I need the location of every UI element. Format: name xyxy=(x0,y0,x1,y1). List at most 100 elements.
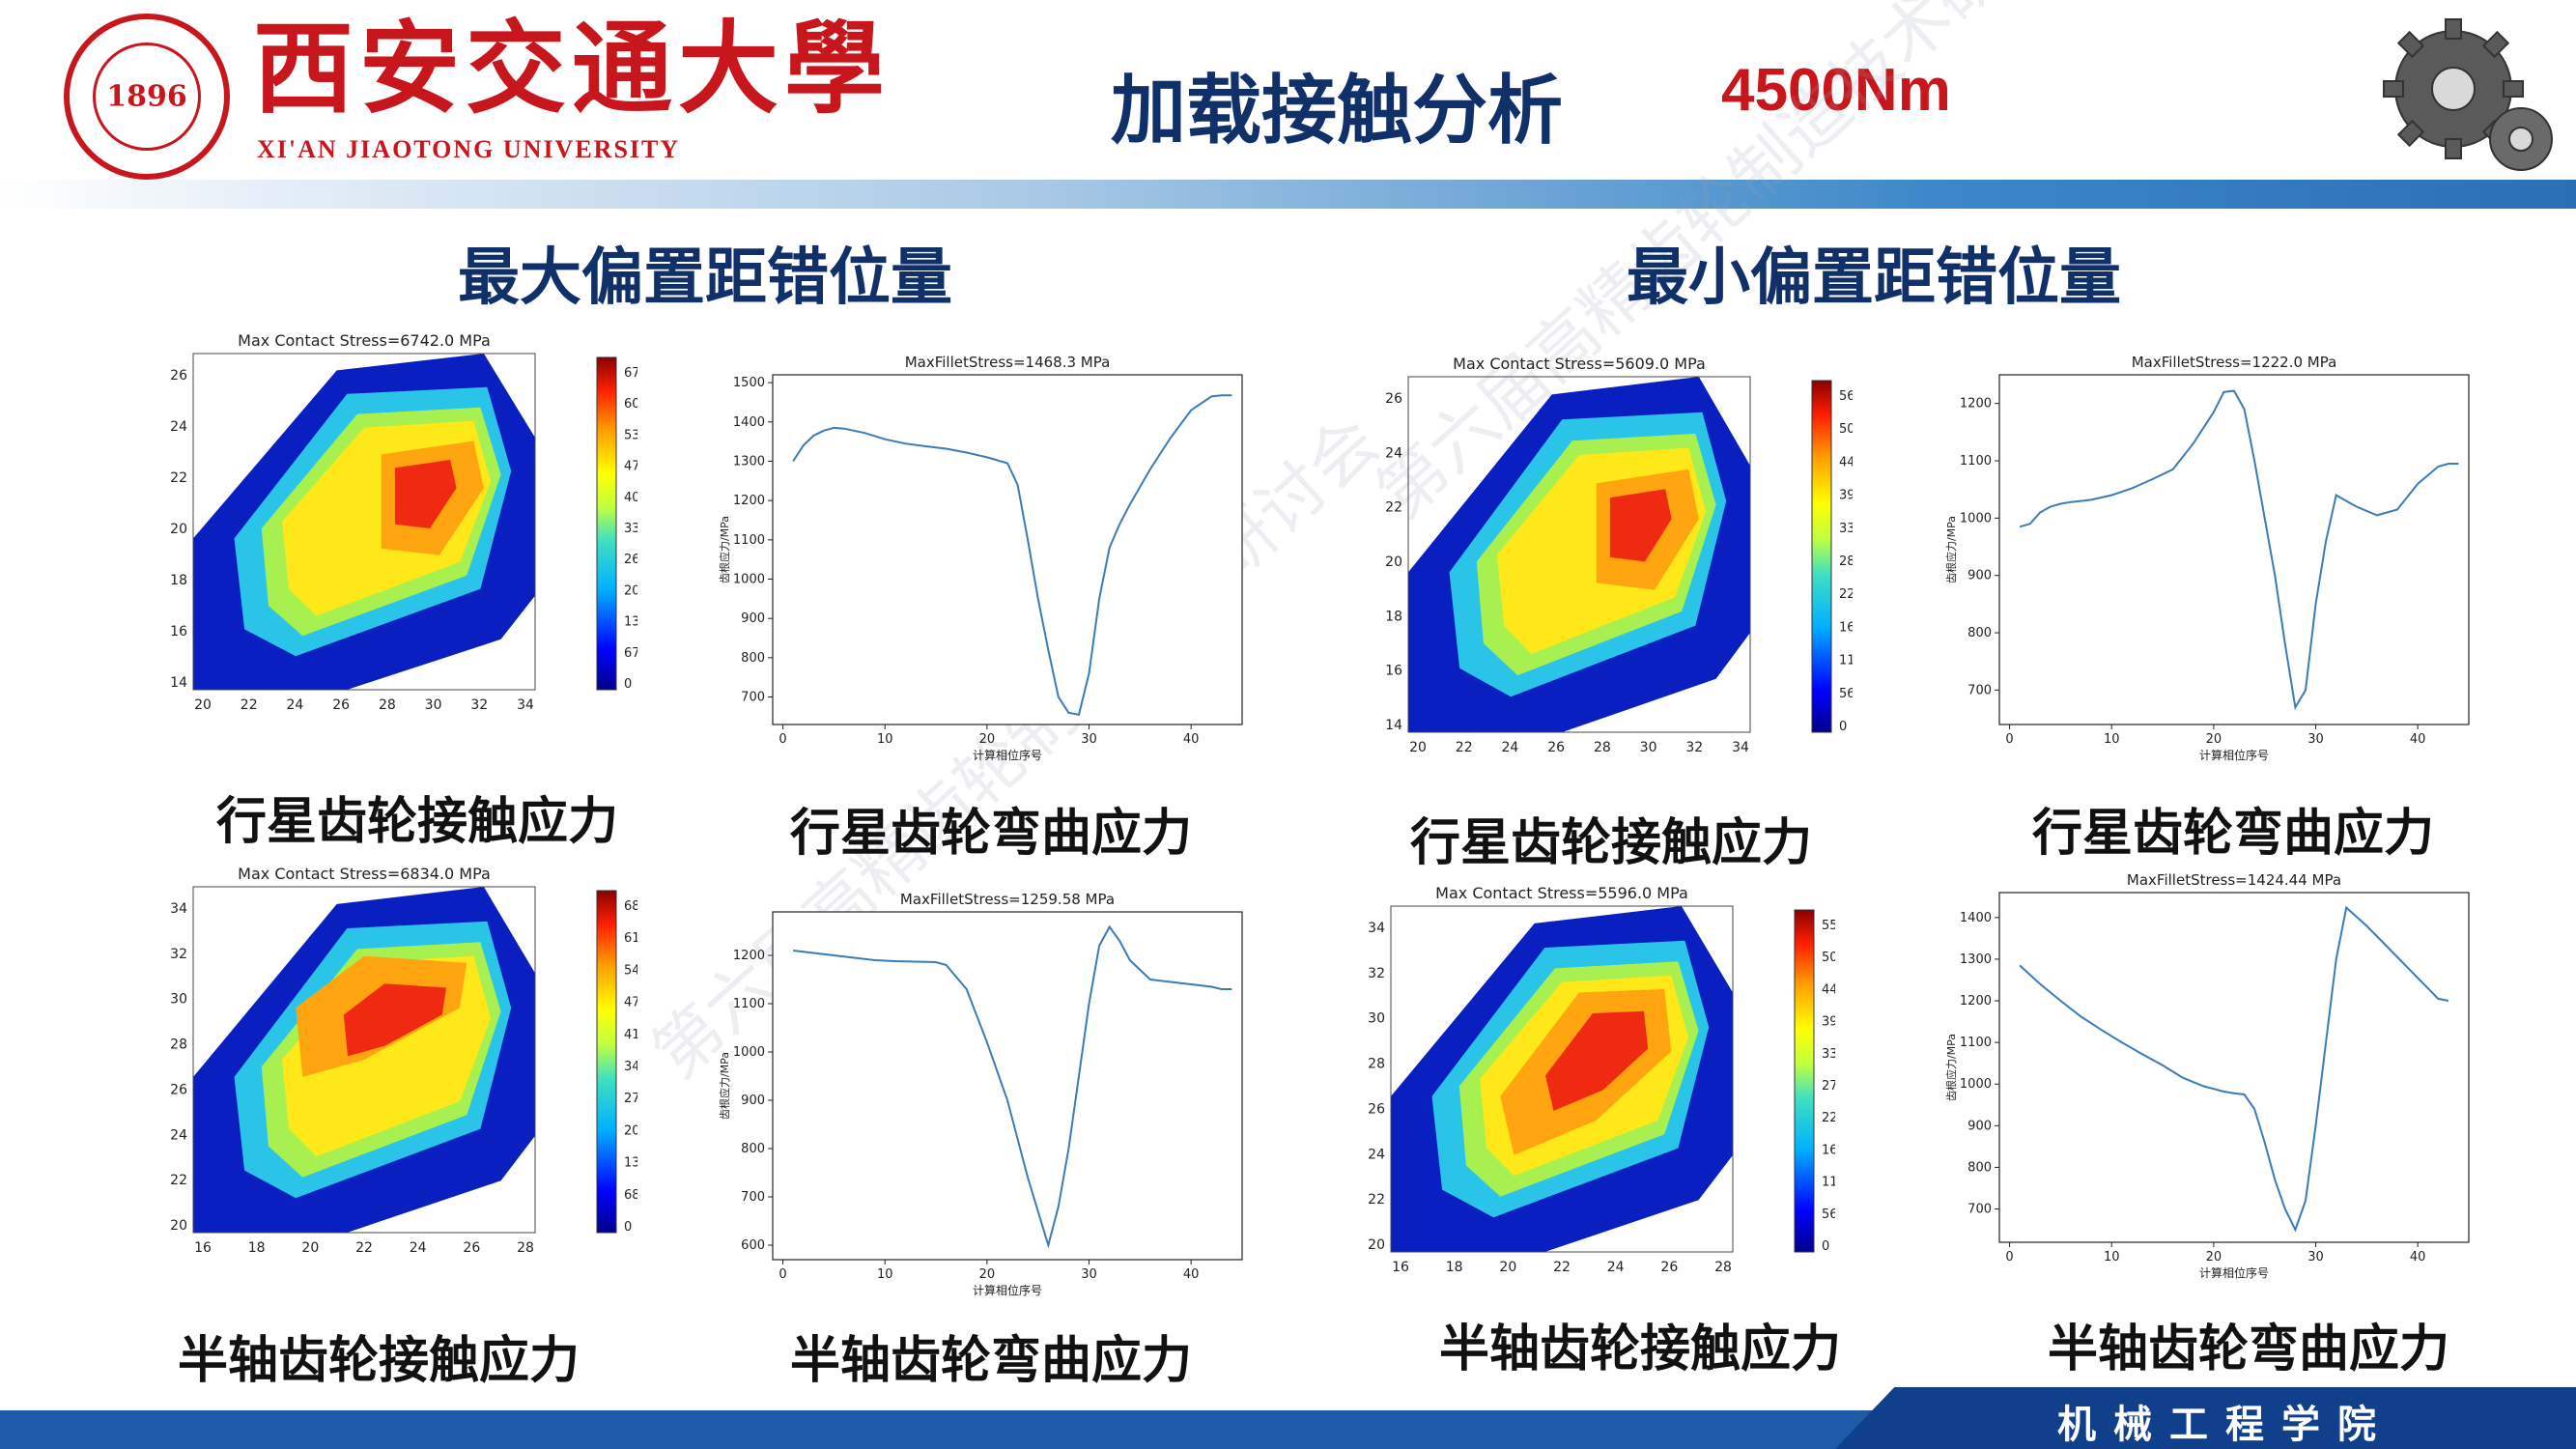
colorbar-label: 560 xyxy=(1822,1208,1835,1222)
colorbar-label: 6151 xyxy=(624,931,637,946)
x-axis-label: 计算相位序号 xyxy=(2199,1265,2269,1280)
x-tick-label: 0 xyxy=(2005,732,2013,747)
colorbar xyxy=(596,890,617,1234)
x-tick-label: 0 xyxy=(2005,1250,2013,1264)
y-tick-label: 1500 xyxy=(733,376,765,390)
y-tick-label: 28 xyxy=(1368,1057,1385,1072)
x-tick-label: 30 xyxy=(2307,1250,2324,1264)
header-gradient-bar xyxy=(0,180,2576,209)
y-axis-label: 齿根应力/MPa xyxy=(718,516,731,583)
x-tick-label: 34 xyxy=(517,697,534,713)
x-tick-label: 0 xyxy=(778,732,786,747)
colorbar-label: 1679 xyxy=(1822,1143,1835,1157)
y-tick-label: 800 xyxy=(741,1142,765,1156)
y-tick-label: 16 xyxy=(1385,664,1402,679)
y-tick-label: 14 xyxy=(1385,718,1402,733)
series-line xyxy=(2019,905,2449,1233)
x-tick-label: 22 xyxy=(1553,1260,1571,1275)
caption-planet-contact-min: 行星齿轮接触应力 xyxy=(1410,814,1813,872)
x-tick-label: 20 xyxy=(2206,1250,2222,1264)
plot-frame xyxy=(1390,905,1734,1253)
y-tick-label: 1100 xyxy=(733,533,765,548)
x-axis-label: 计算相位序号 xyxy=(973,1283,1042,1297)
colorbar-label: 5609 xyxy=(1839,389,1853,404)
x-tick-label: 20 xyxy=(1499,1260,1516,1275)
chart-title: MaxFilletStress=1468.3 MPa xyxy=(905,354,1111,371)
colorbar-label: 2798 xyxy=(1822,1079,1835,1094)
x-tick-label: 16 xyxy=(194,1240,212,1256)
colorbar-label: 4719 xyxy=(624,460,637,474)
y-tick-label: 1200 xyxy=(733,494,765,508)
y-tick-label: 20 xyxy=(170,1218,187,1234)
plot-frame xyxy=(1407,376,1751,733)
x-tick-label: 32 xyxy=(1685,740,1703,755)
caption-planet-bend-max: 行星齿轮弯曲应力 xyxy=(790,805,1193,863)
x-tick-label: 16 xyxy=(1392,1260,1409,1275)
y-tick-label: 20 xyxy=(170,522,187,537)
chart-title: Max Contact Stress=6834.0 MPa xyxy=(238,865,491,883)
x-tick-label: 18 xyxy=(248,1240,266,1256)
y-axis-label: 齿根应力/MPa xyxy=(1944,1034,1958,1101)
planet-contact-stress-chart-min: Max Contact Stress=5609.0 MPa 20 22 24 26 28 3… xyxy=(1385,355,1853,755)
y-tick-label: 1200 xyxy=(733,949,765,963)
x-tick-label: 28 xyxy=(1714,1260,1732,1275)
plot-frame xyxy=(1998,892,2470,1243)
y-tick-label: 1000 xyxy=(733,573,765,587)
contact-zone-red xyxy=(343,983,446,1057)
colorbar-label: 0 xyxy=(1822,1239,1829,1254)
colorbar-label: 5394 xyxy=(624,428,637,442)
y-tick-label: 800 xyxy=(1967,1160,1992,1175)
x-tick-label: 26 xyxy=(332,697,350,713)
colorbar-label: 674 xyxy=(624,646,637,661)
caption-side-contact-min: 半轴齿轮接触应力 xyxy=(1439,1321,1842,1378)
y-tick-label: 22 xyxy=(1385,500,1402,516)
y-tick-label: 16 xyxy=(170,624,187,639)
colorbar-label: 683 xyxy=(624,1188,637,1203)
x-tick-label: 10 xyxy=(877,1267,893,1282)
y-tick-label: 800 xyxy=(1967,626,1992,640)
x-tick-label: 20 xyxy=(2206,732,2222,747)
x-tick-label: 10 xyxy=(2104,732,2120,747)
x-tick-label: 26 xyxy=(463,1240,480,1256)
plot-frame xyxy=(772,374,1243,725)
y-tick-label: 700 xyxy=(1967,1203,1992,1217)
x-tick-label: 20 xyxy=(301,1240,319,1256)
y-tick-label: 1100 xyxy=(733,997,765,1011)
colorbar xyxy=(1811,380,1832,733)
side-contact-stress-chart-min: Max Contact Stress=5596.0 MPa 16 18 20 22 24 2… xyxy=(1368,884,1835,1275)
colorbar-label: 5467 xyxy=(624,963,637,978)
colorbar-label: 2244 xyxy=(1839,587,1853,602)
section-title-min-offset: 最小偏置距错位量 xyxy=(1627,242,2121,314)
colorbar-label: 4487 xyxy=(1839,455,1853,469)
x-tick-label: 10 xyxy=(2104,1250,2120,1264)
y-tick-label: 24 xyxy=(170,1127,187,1143)
load-value: 4500Nm xyxy=(1721,57,1951,124)
y-axis-label: 齿根应力/MPa xyxy=(1944,516,1958,583)
colorbar-label: 1683 xyxy=(1839,620,1853,635)
y-tick-label: 1400 xyxy=(733,415,765,430)
y-tick-label: 900 xyxy=(1967,1119,1992,1133)
colorbar-label: 1122 xyxy=(1839,654,1853,668)
x-tick-label: 30 xyxy=(1640,740,1657,755)
x-tick-label: 32 xyxy=(470,697,488,713)
x-tick-label: 28 xyxy=(379,697,396,713)
university-name-cn: 西安交通大學 xyxy=(253,9,892,128)
x-tick-label: 40 xyxy=(1183,732,1200,747)
x-tick-label: 26 xyxy=(1660,1260,1678,1275)
x-tick-label: 30 xyxy=(425,697,442,713)
x-axis-label: 计算相位序号 xyxy=(2199,748,2269,762)
colorbar xyxy=(1794,909,1815,1253)
x-tick-label: 24 xyxy=(1502,740,1519,755)
caption-planet-bend-min: 行星齿轮弯曲应力 xyxy=(2032,805,2435,863)
series-line xyxy=(792,924,1232,1249)
chart-title: MaxFilletStress=1424.44 MPa xyxy=(2127,871,2341,889)
side-contact-stress-chart-max: Max Contact Stress=6834.0 MPa 16 18 20 22 24 2… xyxy=(170,865,637,1256)
x-tick-label: 20 xyxy=(194,697,212,713)
x-tick-label: 24 xyxy=(1607,1260,1625,1275)
y-tick-label: 1200 xyxy=(1960,397,1992,412)
y-tick-label: 22 xyxy=(170,1173,187,1188)
x-tick-label: 34 xyxy=(1732,740,1749,755)
colorbar-label: 0 xyxy=(1839,720,1847,734)
y-axis-label: 齿根应力/MPa xyxy=(718,1052,731,1120)
side-bending-stress-chart-max: MaxFilletStress=1259.58 MPa 0 10 20 30 40 600 7… xyxy=(718,891,1243,1297)
